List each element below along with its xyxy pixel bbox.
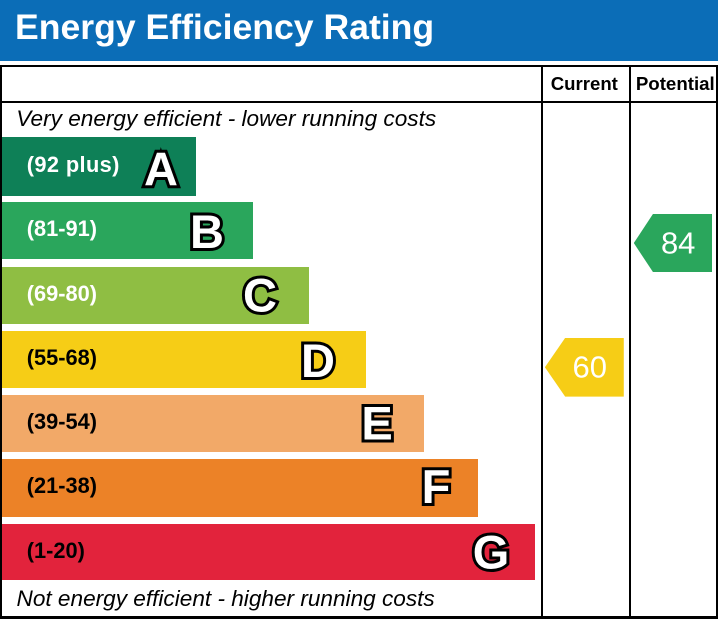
svg-text:C: C: [243, 268, 277, 321]
svg-text:G: G: [472, 526, 509, 579]
svg-text:A: A: [144, 143, 178, 196]
svg-text:B: B: [190, 205, 224, 258]
svg-text:D: D: [301, 333, 335, 386]
svg-text:E: E: [362, 396, 393, 449]
svg-text:F: F: [421, 460, 450, 513]
